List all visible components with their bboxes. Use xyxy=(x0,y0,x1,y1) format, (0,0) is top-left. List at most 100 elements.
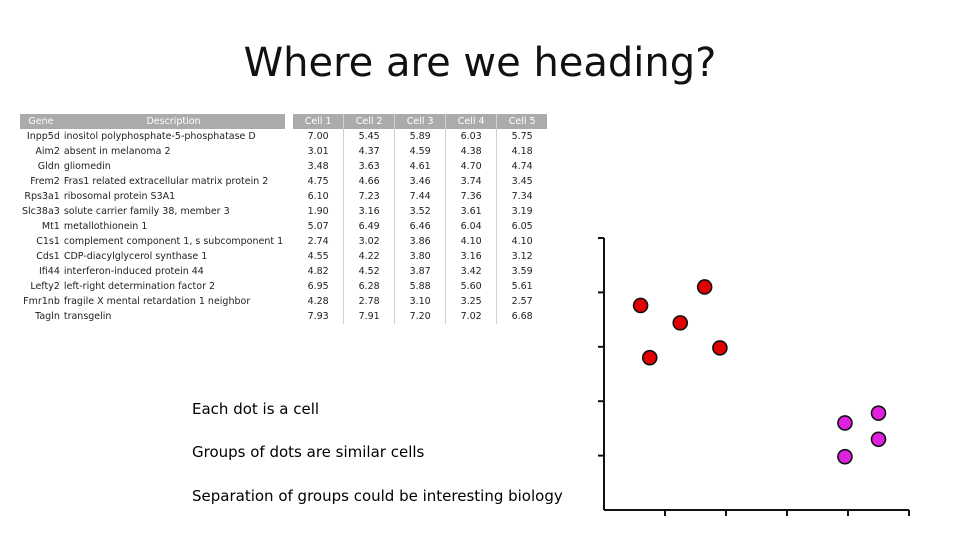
cell-dot xyxy=(870,405,887,421)
value-cell: 7.34 xyxy=(496,189,548,204)
table-row: Gldn gliomedin 3.48 3.63 4.61 4.70 4.74 xyxy=(20,159,548,174)
value-cell: 5.75 xyxy=(496,129,548,144)
gene-cell: Fmr1nb xyxy=(23,296,60,307)
value-cell: 7.20 xyxy=(394,309,446,324)
value-cell: 7.91 xyxy=(343,309,395,324)
value-cell: 7.36 xyxy=(445,189,497,204)
cell-dot xyxy=(712,340,728,356)
description-cell: gliomedin xyxy=(63,161,111,172)
gene-cell: Mt1 xyxy=(41,221,60,232)
description-cell: interferon-induced protein 44 xyxy=(63,266,204,277)
note-each-dot: Each dot is a cell xyxy=(192,400,320,418)
value-cell: 6.49 xyxy=(343,219,395,234)
value-cell: 3.42 xyxy=(445,264,497,279)
table-body: Inpp5d inositol polyphosphate-5-phosphata… xyxy=(20,129,548,324)
value-cell: 4.75 xyxy=(285,174,344,189)
gene-cell: Frem2 xyxy=(30,176,60,187)
table-row: Tagln transgelin 7.93 7.91 7.20 7.02 6.68 xyxy=(20,309,548,324)
gene-cell: Inpp5d xyxy=(26,131,60,142)
description-cell: transgelin xyxy=(63,311,112,322)
header-cell: Cell 1 xyxy=(285,114,344,129)
gene-cell: Aim2 xyxy=(35,146,60,157)
value-cell: 2.78 xyxy=(343,294,395,309)
value-cell: 4.22 xyxy=(343,249,395,264)
value-cell: 4.37 xyxy=(343,144,395,159)
note-separation: Separation of groups could be interestin… xyxy=(192,487,563,505)
value-cell: 4.18 xyxy=(496,144,548,159)
value-cell: 4.10 xyxy=(445,234,497,249)
value-cell: 4.74 xyxy=(496,159,548,174)
value-cell: 5.60 xyxy=(445,279,497,294)
value-cell: 6.03 xyxy=(445,129,497,144)
table-row: Lefty2 left-right determination factor 2 6… xyxy=(20,279,548,294)
value-cell: 4.52 xyxy=(343,264,395,279)
gene-cell: Slc38a3 xyxy=(22,206,60,217)
value-cell: 1.90 xyxy=(285,204,344,219)
cell-dot xyxy=(837,415,853,431)
header-cell: Gene xyxy=(20,114,62,129)
value-cell: 4.38 xyxy=(445,144,497,159)
table-row: Slc38a3 solute carrier family 38, member … xyxy=(20,204,548,219)
value-cell: 2.74 xyxy=(285,234,344,249)
value-cell: 3.25 xyxy=(445,294,497,309)
cell-dot xyxy=(870,431,887,448)
header-cell: Cell 3 xyxy=(394,114,446,129)
value-cell: 6.68 xyxy=(496,309,548,324)
value-cell: 3.45 xyxy=(496,174,548,189)
value-cell: 3.19 xyxy=(496,204,548,219)
description-cell: metallothionein 1 xyxy=(63,221,148,232)
description-cell: ribosomal protein S3A1 xyxy=(63,191,176,202)
value-cell: 7.93 xyxy=(285,309,344,324)
table-row: Mt1 metallothionein 1 5.07 6.49 6.46 6.04 6.05 xyxy=(20,219,548,234)
header-cell: Cell 5 xyxy=(496,114,548,129)
table-row: Ifi44 interferon-induced protein 44 4.82 4.… xyxy=(20,264,548,279)
value-cell: 6.95 xyxy=(285,279,344,294)
description-cell: complement component 1, s subcomponent 1 xyxy=(63,236,284,247)
value-cell: 7.02 xyxy=(445,309,497,324)
value-cell: 4.61 xyxy=(394,159,446,174)
value-cell: 3.74 xyxy=(445,174,497,189)
value-cell: 4.28 xyxy=(285,294,344,309)
header-cell: Description xyxy=(61,114,290,129)
cell-dot xyxy=(837,448,853,465)
value-cell: 6.05 xyxy=(496,219,548,234)
value-cell: 6.04 xyxy=(445,219,497,234)
value-cell: 4.66 xyxy=(343,174,395,189)
cell-dot xyxy=(696,279,713,295)
value-cell: 3.46 xyxy=(394,174,446,189)
description-cell: solute carrier family 38, member 3 xyxy=(63,206,230,217)
value-cell: 4.59 xyxy=(394,144,446,159)
gene-cell: Tagln xyxy=(35,311,60,322)
gene-cell: Rps3a1 xyxy=(24,191,60,202)
value-cell: 3.16 xyxy=(445,249,497,264)
value-cell: 3.87 xyxy=(394,264,446,279)
description-cell: left-right determination factor 2 xyxy=(63,281,216,292)
value-cell: 3.16 xyxy=(343,204,395,219)
value-cell: 3.86 xyxy=(394,234,446,249)
description-cell: CDP-diacylglycerol synthase 1 xyxy=(63,251,208,262)
description-cell: Fras1 related extracellular matrix prote… xyxy=(63,176,269,187)
value-cell: 5.45 xyxy=(343,129,395,144)
value-cell: 6.28 xyxy=(343,279,395,294)
description-cell: inositol polyphosphate-5-phosphatase D xyxy=(63,131,256,142)
value-cell: 7.00 xyxy=(285,129,344,144)
gene-cell: Gldn xyxy=(37,161,60,172)
gene-cell: Lefty2 xyxy=(30,281,60,292)
table-row: Rps3a1 ribosomal protein S3A1 6.10 7.23 7.44… xyxy=(20,189,548,204)
value-cell: 3.80 xyxy=(394,249,446,264)
cell-dot xyxy=(672,315,689,331)
value-cell: 5.89 xyxy=(394,129,446,144)
value-cell: 5.61 xyxy=(496,279,548,294)
value-cell: 3.12 xyxy=(496,249,548,264)
table-row: Aim2 absent in melanoma 2 3.01 4.37 4.59 4.38… xyxy=(20,144,548,159)
slide-title: Where are we heading? xyxy=(243,40,717,86)
value-cell: 3.61 xyxy=(445,204,497,219)
value-cell: 2.57 xyxy=(496,294,548,309)
value-cell: 4.10 xyxy=(496,234,548,249)
value-cell: 5.88 xyxy=(394,279,446,294)
value-cell: 3.02 xyxy=(343,234,395,249)
value-cell: 5.07 xyxy=(285,219,344,234)
value-cell: 7.44 xyxy=(394,189,446,204)
